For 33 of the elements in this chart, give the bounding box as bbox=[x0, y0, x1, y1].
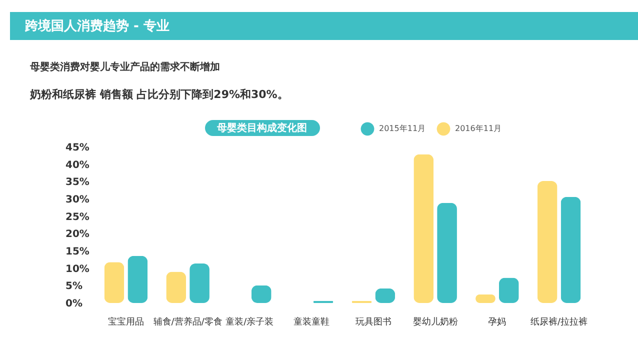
x-tick-label: 玩具图书 bbox=[355, 316, 392, 328]
legend-label: 2015年11月 bbox=[379, 124, 426, 133]
bar bbox=[104, 262, 124, 303]
x-tick-label: 孕妈 bbox=[488, 316, 506, 328]
y-tick-label: 40% bbox=[66, 160, 90, 171]
x-tick-label: 辅食/营养品/零食 bbox=[153, 316, 222, 328]
y-tick-label: 10% bbox=[66, 264, 90, 275]
x-tick-label: 宝宝用品 bbox=[108, 316, 144, 328]
chart-title: 跨境国人消费趋势 - 专业 bbox=[24, 18, 170, 34]
x-tick-label: 童装童鞋 bbox=[294, 316, 330, 328]
chart-subtitle: 母婴类消费对婴儿专业产品的需求不断增加 bbox=[29, 61, 220, 73]
bar bbox=[190, 263, 210, 303]
legend-label: 2016年11月 bbox=[455, 124, 502, 133]
y-tick-label: 35% bbox=[66, 177, 90, 188]
x-tick-label: 纸尿裤/拉拉裤 bbox=[530, 316, 588, 328]
y-tick-label: 15% bbox=[66, 246, 90, 258]
y-tick-label: 45% bbox=[66, 142, 90, 154]
bar bbox=[128, 256, 148, 303]
text: 奶粉和纸尿裤 销售额 占比分别下降到29%和30%。 bbox=[29, 88, 288, 101]
text: 母婴类目构成变化图 bbox=[216, 122, 307, 134]
y-tick-label: 30% bbox=[66, 194, 90, 206]
y-tick-label: 5% bbox=[66, 281, 82, 292]
x-tick-label: 童装/亲子装 bbox=[226, 316, 274, 328]
x-tick-label: 婴幼儿奶粉 bbox=[412, 316, 458, 328]
bar bbox=[537, 180, 558, 303]
bar bbox=[437, 202, 457, 303]
bar bbox=[498, 278, 519, 303]
bar bbox=[414, 154, 434, 303]
y-tick-label: 20% bbox=[66, 229, 90, 240]
bar bbox=[560, 196, 581, 303]
y-tick-label: 25% bbox=[66, 212, 90, 223]
y-tick-label: 0% bbox=[66, 298, 82, 310]
bar bbox=[166, 272, 186, 303]
